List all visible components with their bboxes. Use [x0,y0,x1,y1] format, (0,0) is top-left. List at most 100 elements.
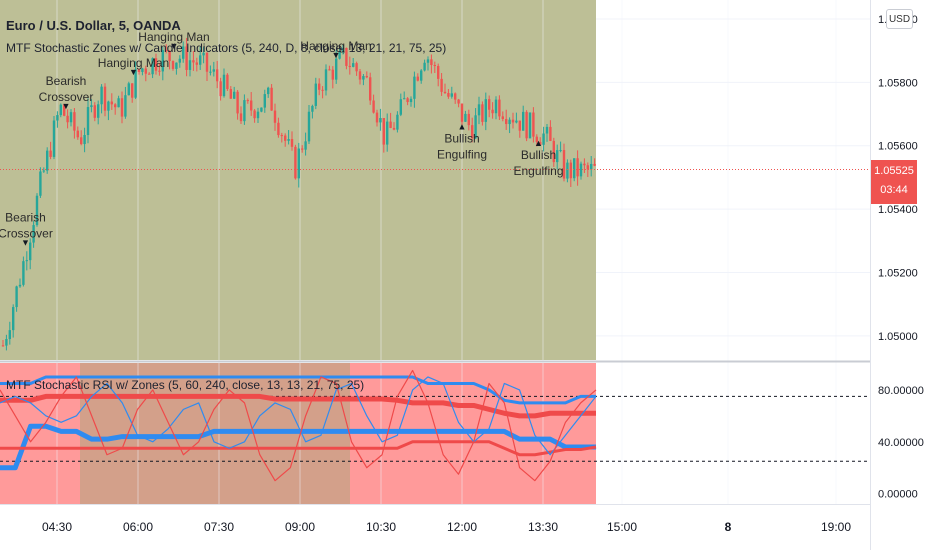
candle-body [270,87,273,111]
candle-body [15,286,18,308]
candle-body [120,98,124,117]
candle-body [280,135,283,137]
candle-body [209,71,212,73]
candle-body [35,195,39,226]
candle-body [471,125,474,139]
candle-body [491,109,494,114]
candle-body [137,69,141,72]
candle-body [83,135,86,145]
candle-body [440,78,443,92]
annotation-label: Bearish [5,210,46,224]
candle-body [229,89,232,99]
candle-body [362,76,365,80]
annotations: ▼BearishCrossover▼BearishCrossover▼Hangi… [0,30,564,247]
candle-body [443,91,447,94]
price-tag: 1.05525 03:44 [871,160,917,204]
candle-body [32,225,35,243]
annotation-label: Hanging Man [138,30,209,44]
candle-body [134,69,137,98]
candle-body [219,81,222,97]
candle-body [117,98,120,108]
candle-body [205,52,209,72]
candle-body [352,63,355,67]
oscillator-series-line [0,423,596,471]
candle-body [148,73,151,75]
candle-body [69,112,73,123]
candle-body [403,98,406,100]
candle-body [246,100,249,102]
candle-body [161,50,164,72]
candle-body [542,133,545,145]
annotation-label: Crossover [0,226,53,240]
candle-body [260,107,263,112]
candle-body [467,113,470,126]
candle-body [39,171,42,196]
candle-body [141,68,144,72]
indicator-legend-upper[interactable]: MTF Stochastic Zones w/ Candle Indicator… [6,41,447,55]
candle-body [586,165,589,170]
candle-body [539,141,542,145]
candle-body [382,118,385,145]
candle-body [188,60,192,70]
candle-body [80,137,83,145]
oscillator-lines [0,369,597,482]
candle-body [528,112,532,139]
candle-body [573,158,576,179]
candle-body [103,86,107,111]
candle-body [192,60,195,63]
candle-body [284,135,287,141]
candle-body [318,83,321,90]
grid [56,0,870,504]
candle-body [321,89,324,91]
candle-body [406,98,409,103]
candle-body [175,62,178,69]
candle-body [375,112,379,123]
candle-body [22,261,25,285]
candle-body [341,47,345,53]
candle-body [151,58,154,75]
candle-body [511,119,515,123]
candle-body [396,114,399,130]
candle-body [56,115,59,121]
annotation-label: Engulfing [437,148,487,162]
annotation-marker: ▼ [170,41,179,51]
candle-body [409,98,413,103]
price-tick-label: 1.05000 [878,331,918,343]
candle-body [392,127,396,130]
candle-body [73,112,76,131]
oscillator-axis-labels: 0.00000 40.00000 80.00000 [878,385,924,501]
candle-body [460,103,464,122]
candle-body [294,146,297,179]
candle-body [372,100,375,113]
candle-body [226,74,229,90]
annotation-marker: ▼ [21,237,30,247]
candle-body [63,104,66,116]
candle-body [416,76,419,81]
candle-body [46,150,49,171]
candle-body [328,69,331,71]
candle-body [450,93,453,97]
candle-body [297,148,300,179]
oscillator-tick-label: 40.00000 [878,437,924,449]
indicator-legend-lower[interactable]: MTF Stochastic RSI w/ Zones (5, 60, 240,… [6,378,365,392]
price-tick-label: 1.05800 [878,77,918,89]
candle-body [525,111,528,139]
candle-body [182,46,185,59]
currency-button[interactable]: USD [886,9,913,29]
candle-body [583,163,586,166]
candle-body [263,94,266,108]
candle-body [42,170,45,172]
candle-body [413,76,416,99]
candle-body [358,71,362,80]
oscillator-series-line [0,369,597,482]
candle-body [76,130,79,138]
symbol-title[interactable]: Euro / U.S. Dollar, 5, OANDA [6,18,181,33]
candle-body [158,70,161,72]
candle-body [154,58,158,71]
candle-body [171,61,175,69]
candle-body [202,52,205,56]
candle-body [49,150,52,157]
candle-body [273,110,277,123]
candle-body [505,118,508,125]
candle-body [185,46,188,70]
